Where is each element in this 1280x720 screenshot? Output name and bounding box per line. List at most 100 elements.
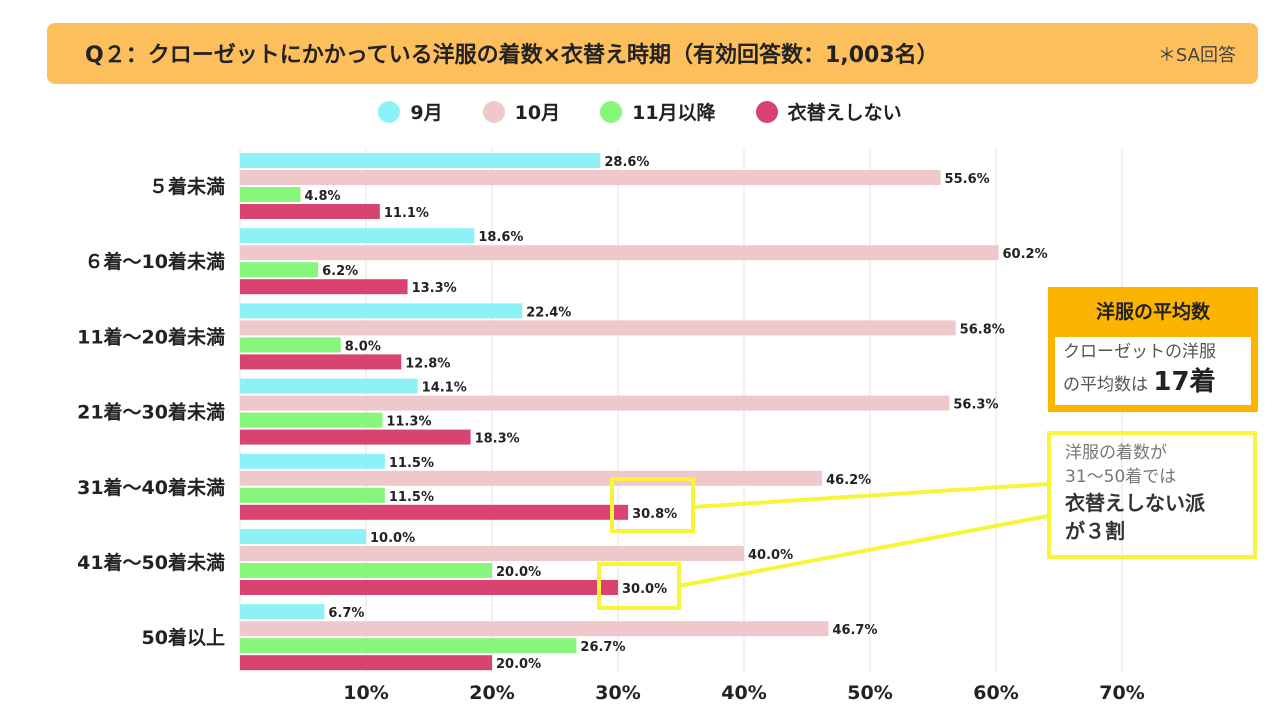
legend-dot-icon xyxy=(600,100,623,123)
x-tick-label: 30% xyxy=(595,682,640,704)
category-label: 50着以上 xyxy=(142,626,225,649)
callout-line3: 衣替えしない派 xyxy=(1065,491,1205,515)
category-label: ６着〜10着未満 xyxy=(85,250,225,273)
average-line1: クローゼットの洋服 xyxy=(1063,342,1216,362)
data-label: 22.4% xyxy=(526,305,571,320)
data-label: 8.0% xyxy=(345,339,381,354)
bar xyxy=(240,412,383,428)
data-label: 46.7% xyxy=(832,623,877,638)
bar xyxy=(240,354,402,370)
data-label: 11.1% xyxy=(384,206,429,221)
bar xyxy=(240,546,744,561)
bar xyxy=(240,487,385,503)
data-label: 20.0% xyxy=(496,565,541,580)
bar xyxy=(240,245,999,261)
title-bar: Q２：クローゼットにかかっている洋服の着数×衣替え時期（有効回答数：1,003名… xyxy=(47,23,1258,84)
bar xyxy=(240,262,319,278)
data-label: 28.6% xyxy=(604,155,649,170)
legend-dot-icon xyxy=(482,100,505,123)
bar xyxy=(240,320,956,336)
x-tick-label: 40% xyxy=(721,682,766,704)
legend: 9月 10月 11月以降 衣替えしない xyxy=(0,98,1280,125)
bar xyxy=(240,204,380,219)
x-tick-label: 20% xyxy=(469,682,514,704)
bar xyxy=(240,621,829,637)
data-label: 11.3% xyxy=(386,415,431,430)
callout-line1: 洋服の着数が xyxy=(1065,443,1167,463)
legend-label: 9月 xyxy=(410,102,443,124)
x-tick-label: 10% xyxy=(343,682,388,704)
x-tick-label: 60% xyxy=(973,682,1018,704)
bar xyxy=(240,170,941,185)
bar xyxy=(240,303,523,319)
bar xyxy=(240,228,475,244)
data-label: 26.7% xyxy=(580,640,625,655)
callout-box: 洋服の着数が 31〜50着では 衣替えしない派 が３割 xyxy=(1047,431,1257,559)
data-label: 11.5% xyxy=(389,456,434,471)
data-label: 11.5% xyxy=(389,490,434,505)
legend-dot-icon xyxy=(378,100,401,123)
callout-line4: が３割 xyxy=(1065,519,1125,543)
data-label: 30.0% xyxy=(622,582,667,597)
bar xyxy=(240,580,618,595)
x-tick-label: 50% xyxy=(847,682,892,704)
average-body: クローゼットの洋服 の平均数は 17着 xyxy=(1055,337,1251,405)
legend-item: 衣替えしない xyxy=(755,98,902,125)
data-label: 56.8% xyxy=(960,322,1005,337)
data-label: 18.6% xyxy=(478,230,523,245)
answer-type-note: ＊SA回答 xyxy=(1157,45,1236,66)
data-label: 20.0% xyxy=(496,657,541,672)
bar xyxy=(240,395,950,411)
bar xyxy=(240,187,301,202)
bar xyxy=(240,153,601,168)
data-label: 14.1% xyxy=(422,381,467,396)
x-tick-label: 70% xyxy=(1099,682,1144,704)
bar xyxy=(240,337,341,353)
legend-item: 11月以降 xyxy=(600,98,716,125)
bar xyxy=(240,529,366,544)
data-label: 60.2% xyxy=(1003,247,1048,262)
category-label: 21着〜30着未満 xyxy=(77,401,225,424)
bar xyxy=(240,504,629,520)
data-label: 18.3% xyxy=(475,432,520,447)
data-label: 12.8% xyxy=(405,356,450,371)
callout-line xyxy=(692,482,1049,509)
average-title: 洋服の平均数 xyxy=(1095,301,1210,323)
callout-line xyxy=(678,514,1049,588)
average-line2: の平均数は xyxy=(1063,375,1148,395)
bar xyxy=(240,604,325,620)
chart-title: Q２：クローゼットにかかっている洋服の着数×衣替え時期（有効回答数：1,003名… xyxy=(85,43,939,68)
bar xyxy=(240,655,492,671)
data-label: 10.0% xyxy=(370,531,415,546)
legend-label: 10月 xyxy=(514,102,561,124)
bar xyxy=(240,429,471,445)
bar xyxy=(240,470,823,486)
average-value: 17着 xyxy=(1153,367,1216,397)
data-label: 40.0% xyxy=(748,548,793,563)
data-label: 13.3% xyxy=(412,281,457,296)
data-label: 55.6% xyxy=(945,172,990,187)
data-label: 6.2% xyxy=(322,264,358,279)
bar xyxy=(240,563,492,578)
data-label: 56.3% xyxy=(953,398,998,413)
callout-line2: 31〜50着では xyxy=(1065,467,1177,487)
bar xyxy=(240,638,577,654)
data-label: 6.7% xyxy=(328,606,364,621)
category-label: 11着〜20着未満 xyxy=(77,325,225,348)
category-label: ５着未満 xyxy=(149,175,225,198)
category-label: 31着〜40着未満 xyxy=(77,476,225,499)
bar xyxy=(240,453,385,469)
legend-label: 11月以降 xyxy=(632,102,716,124)
data-label: 30.8% xyxy=(632,507,677,522)
bar xyxy=(240,378,418,394)
data-label: 4.8% xyxy=(304,189,340,204)
category-label: 41着〜50着未満 xyxy=(77,551,225,574)
legend-dot-icon xyxy=(755,100,778,123)
data-label: 46.2% xyxy=(826,473,871,488)
bar xyxy=(240,279,408,295)
average-box: 洋服の平均数 クローゼットの洋服 の平均数は 17着 xyxy=(1048,287,1258,412)
legend-item: 9月 xyxy=(378,98,443,125)
legend-item: 10月 xyxy=(482,98,561,125)
legend-label: 衣替えしない xyxy=(787,102,902,124)
